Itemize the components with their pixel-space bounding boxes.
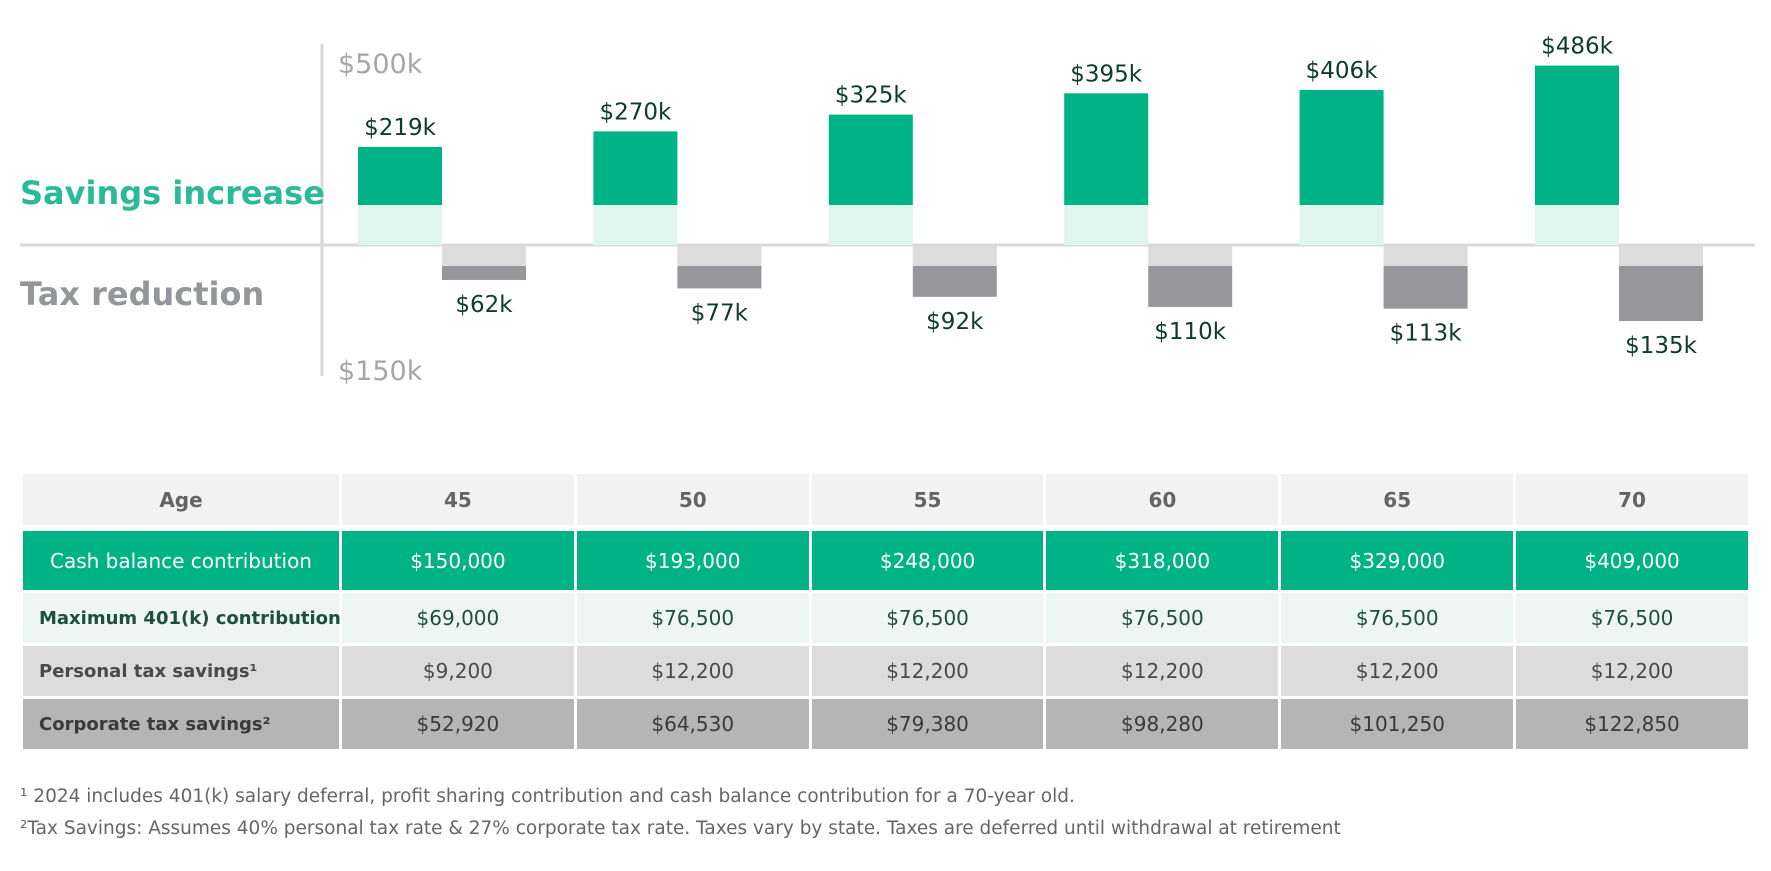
header-cell: 50 (576, 474, 809, 525)
savings-value-label: $219k (364, 115, 437, 141)
header-cell: 55 (811, 474, 1044, 525)
savings-increase-label: Savings increase (20, 174, 325, 212)
table-cell: $12,200 (1516, 643, 1748, 696)
tax-value-label: $110k (1154, 319, 1227, 345)
tax-value-label: $92k (926, 309, 984, 335)
tax-base-bar (912, 246, 997, 266)
savings-base-bar (1535, 205, 1619, 245)
savings-bar (1064, 93, 1149, 205)
tax-value-label: $135k (1625, 333, 1698, 359)
table-cell: $76,500 (576, 590, 809, 643)
header-cell: 70 (1516, 474, 1748, 525)
table-cell: $9,200 (342, 643, 574, 696)
table-cell: $79,380 (811, 696, 1044, 749)
table-cell: $329,000 (1281, 525, 1514, 590)
table-cell: $76,500 (1516, 590, 1748, 643)
tax-base-bar (677, 246, 762, 266)
tax-value-label: $113k (1390, 321, 1463, 347)
tax-bar (1148, 266, 1233, 307)
contribution-table: Age 45 50 55 60 65 70 Cash balance contr… (20, 474, 1751, 749)
row-label: Corporate tax savings² (23, 696, 339, 749)
table-cell: $52,920 (342, 696, 574, 749)
savings-value-label: $486k (1541, 34, 1614, 60)
savings-base-bar (1299, 205, 1384, 245)
table-cell: $98,280 (1046, 696, 1279, 749)
tax-bar (677, 266, 762, 289)
footnote-2: ²Tax Savings: Assumes 40% personal tax r… (20, 818, 1341, 839)
tax-reduction-label: Tax reduction (20, 275, 265, 313)
table-cell: $76,500 (1046, 590, 1279, 643)
table-cell: $101,250 (1281, 696, 1514, 749)
table-cell: $12,200 (1281, 643, 1514, 696)
savings-base-bar (1064, 205, 1149, 245)
table-row-cash-balance: Cash balance contribution $150,000 $193,… (23, 525, 1748, 590)
table-row-corporate-tax: Corporate tax savings² $52,920 $64,530 $… (23, 696, 1748, 749)
tax-value-label: $62k (455, 292, 513, 318)
axis-bottom-label: $150k (338, 356, 423, 387)
table-row-personal-tax: Personal tax savings¹ $9,200 $12,200 $12… (23, 643, 1748, 696)
header-cell: 65 (1281, 474, 1514, 525)
tax-bar (1383, 266, 1468, 309)
tax-bar (912, 266, 997, 297)
row-label: Maximum 401(k) contribution (23, 590, 341, 643)
savings-base-bar (593, 205, 678, 245)
table-cell: $318,000 (1046, 525, 1279, 590)
table-cell: $193,000 (576, 525, 809, 590)
table-header-row: Age 45 50 55 60 65 70 (23, 474, 1748, 525)
row-label: Personal tax savings¹ (23, 643, 339, 696)
savings-base-bar (828, 205, 913, 245)
savings-value-label: $270k (599, 99, 672, 125)
savings-tax-chart: $500k $150k $219k$62k$270k$77k$325k$92k$… (20, 34, 1755, 387)
footnote-1: ¹ 2024 includes 401(k) salary deferral, … (20, 786, 1075, 807)
savings-base-bar (358, 205, 442, 245)
tax-value-label: $77k (691, 300, 749, 326)
table-row-max-401k: Maximum 401(k) contribution $69,000 $76,… (23, 590, 1748, 643)
axis-top-label: $500k (338, 49, 423, 80)
tax-base-bar (442, 246, 526, 266)
savings-value-label: $406k (1306, 58, 1379, 84)
table-cell: $64,530 (576, 696, 809, 749)
tax-bar (1619, 266, 1703, 322)
table-cell: $122,850 (1516, 696, 1748, 749)
table-cell: $12,200 (811, 643, 1044, 696)
savings-bar (828, 114, 913, 205)
table-cell: $248,000 (811, 525, 1044, 590)
savings-value-label: $325k (835, 83, 908, 109)
savings-bar (358, 146, 442, 205)
header-cell: 45 (342, 474, 574, 525)
bars-group: $219k $62k $270k $77k $325k $92k $395k $110k $40… (358, 34, 1703, 359)
savings-bar (1299, 89, 1384, 205)
header-cell: 60 (1046, 474, 1279, 525)
tax-base-bar (1148, 246, 1233, 266)
header-age: Age (23, 474, 339, 525)
tax-base-bar (1383, 246, 1468, 266)
table-cell: $409,000 (1516, 525, 1748, 590)
savings-value-label: $395k (1070, 61, 1143, 87)
row-label: Cash balance contribution (23, 525, 339, 590)
savings-bar (593, 131, 678, 205)
tax-base-bar (1619, 246, 1703, 266)
table-cell: $12,200 (1046, 643, 1279, 696)
tax-bar (442, 266, 526, 280)
table-cell: $150,000 (342, 525, 574, 590)
table-cell: $76,500 (811, 590, 1044, 643)
table-cell: $69,000 (342, 590, 574, 643)
table-cell: $12,200 (576, 643, 809, 696)
savings-bar (1535, 65, 1619, 205)
table-cell: $76,500 (1281, 590, 1514, 643)
